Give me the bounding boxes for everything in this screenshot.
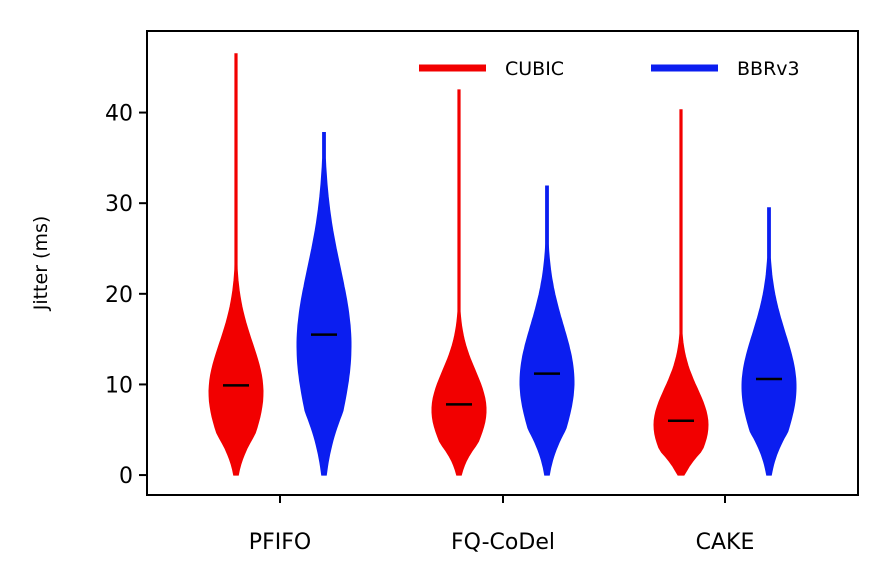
y-tick-label: 20 <box>105 283 133 308</box>
violin-layer <box>208 53 797 476</box>
violin-cubic-cake <box>653 109 709 476</box>
x-tick-label: CAKE <box>696 530 755 555</box>
violin-cubic-pfifo <box>208 53 264 476</box>
legend: CUBIC BBRv3 <box>419 58 800 80</box>
violin-bbrv3-fq-codel <box>519 185 575 476</box>
x-tick-label: PFIFO <box>249 530 311 555</box>
x-axis: PFIFO FQ-CoDel CAKE <box>249 495 755 555</box>
y-axis: 0 10 20 30 40 <box>105 102 147 489</box>
y-tick-label: 30 <box>105 192 133 217</box>
median-layer <box>223 333 782 422</box>
x-tick-label: FQ-CoDel <box>451 530 555 555</box>
y-axis-label: Jitter (ms) <box>30 216 52 312</box>
y-tick-label: 0 <box>119 464 133 489</box>
legend-label-bbrv3: BBRv3 <box>737 58 800 80</box>
violin-bbrv3-pfifo <box>296 132 352 476</box>
violin-bbrv3-cake <box>741 207 797 476</box>
legend-label-cubic: CUBIC <box>505 58 564 80</box>
y-tick-label: 10 <box>105 373 133 398</box>
y-tick-label: 40 <box>105 102 133 127</box>
violin-cubic-fq-codel <box>431 89 487 476</box>
